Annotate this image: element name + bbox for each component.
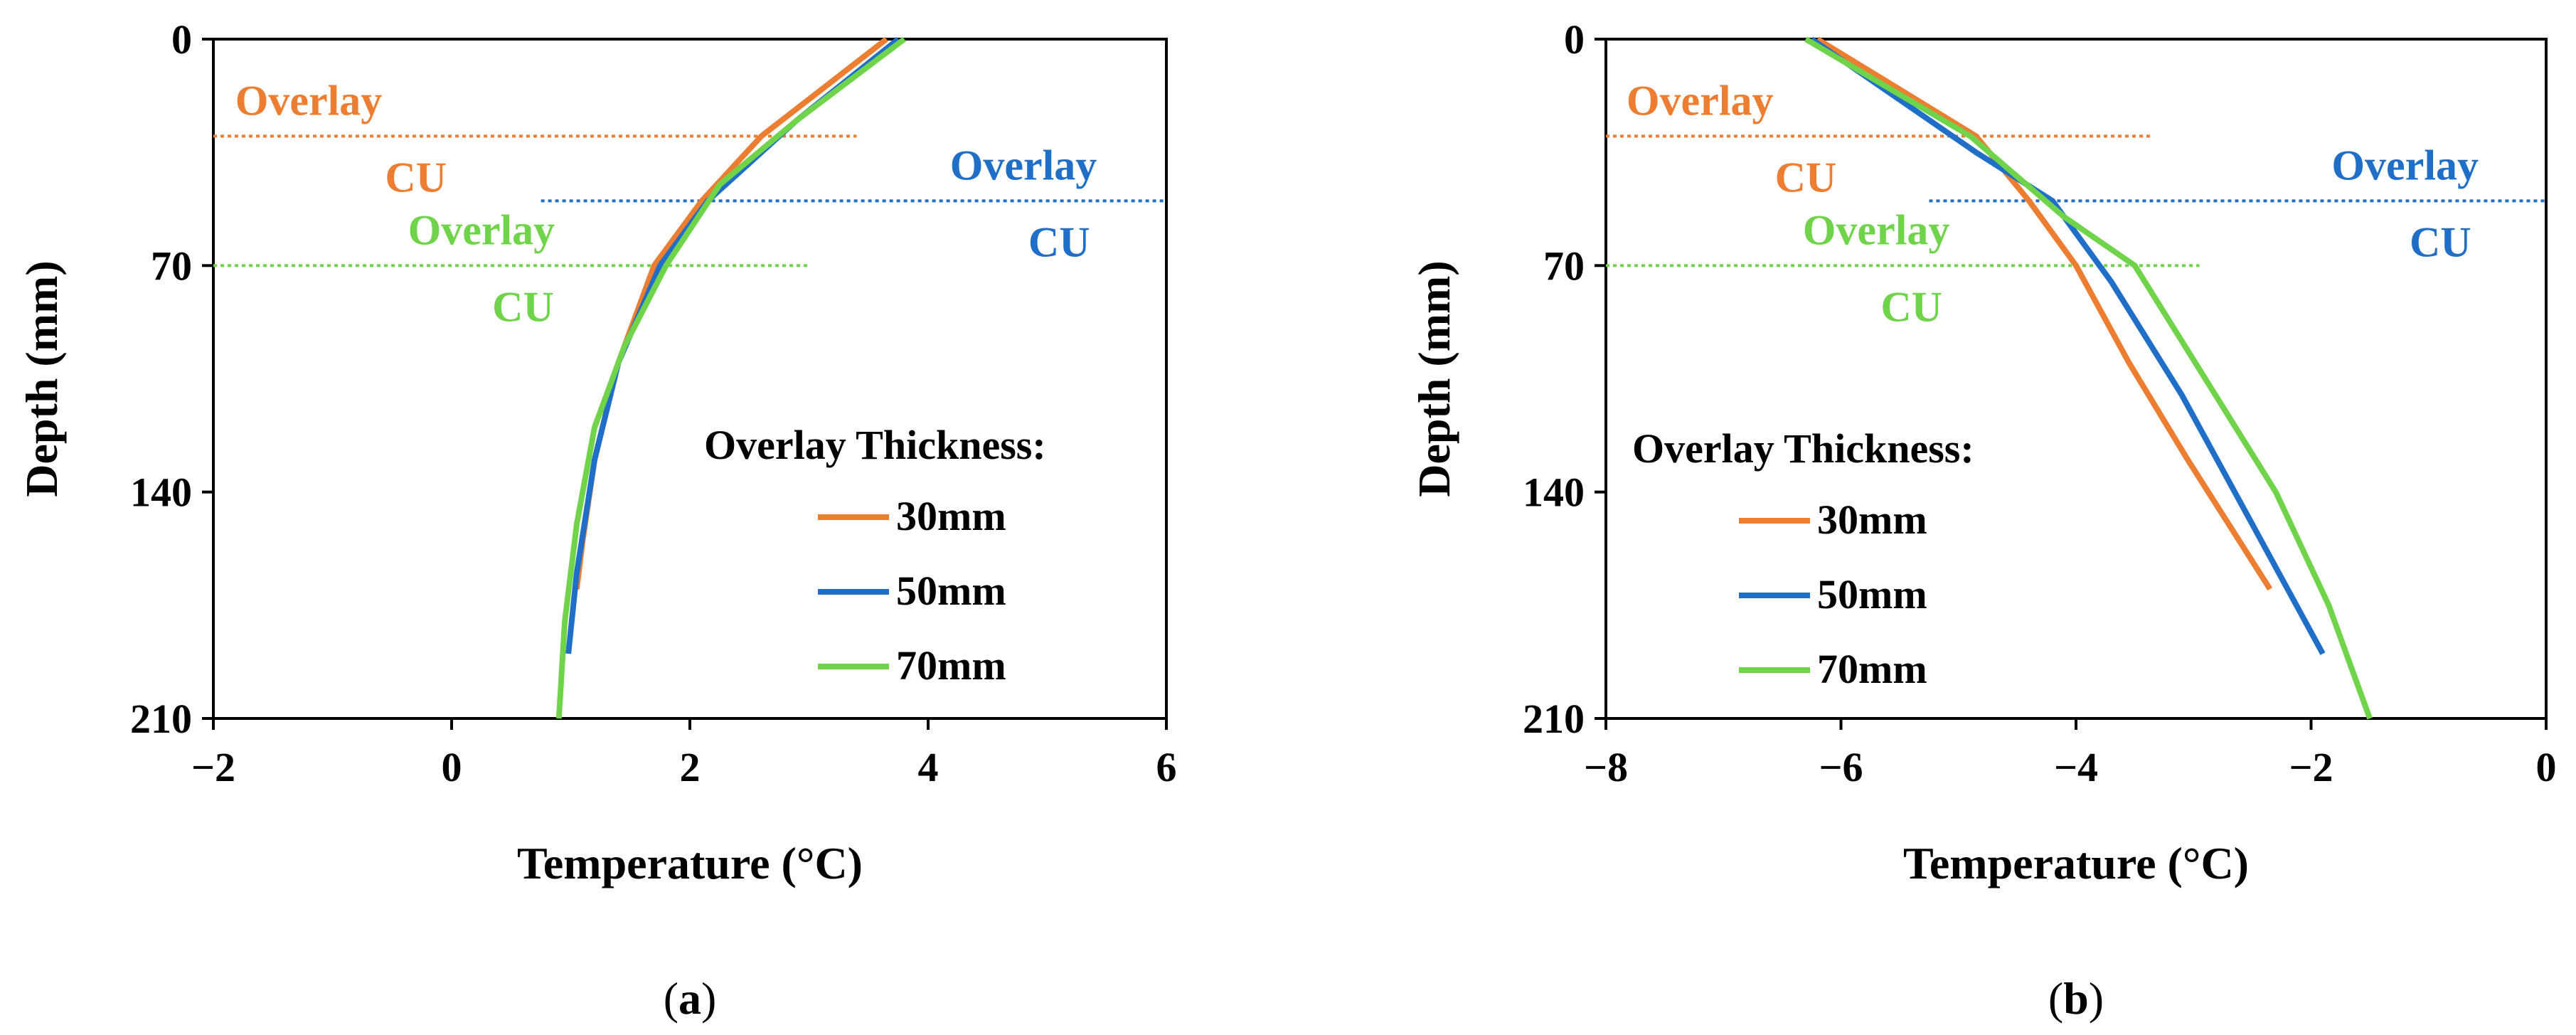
x-tick-label: 6 xyxy=(1156,744,1177,790)
layer-label-overlay: Overlay xyxy=(950,142,1097,189)
series-line-50mm xyxy=(1809,36,2326,655)
layer-label-cu: CU xyxy=(492,283,554,330)
panel-label: (b) xyxy=(2048,973,2104,1024)
y-tick-label: 70 xyxy=(151,243,192,289)
legend-title: Overlay Thickness: xyxy=(704,422,1046,468)
panel-label: (a) xyxy=(664,973,717,1024)
legend-label-30mm: 30mm xyxy=(1817,497,1927,543)
layer-label-overlay: Overlay xyxy=(1803,206,1950,253)
x-axis-title: Temperature (°C) xyxy=(1903,838,2249,888)
y-tick-label: 0 xyxy=(1564,16,1585,63)
x-tick-label: −8 xyxy=(1584,744,1628,790)
series-line-30mm xyxy=(573,36,888,590)
y-tick-label: 70 xyxy=(1543,243,1585,289)
x-tick-label: −2 xyxy=(191,744,235,790)
layer-label-overlay: Overlay xyxy=(235,77,383,124)
legend: Overlay Thickness: 30mm 50mm 70mm xyxy=(1632,425,1974,692)
x-tick-label: 2 xyxy=(680,744,701,790)
x-tick-label: 4 xyxy=(918,744,939,790)
y-tick-label: 210 xyxy=(1523,696,1585,742)
y-tick-label: 0 xyxy=(171,16,192,63)
y-tick-label: 140 xyxy=(1523,469,1585,516)
x-tick-label: −2 xyxy=(2289,744,2333,790)
layer-label-cu: CU xyxy=(1775,154,1837,201)
legend-label-70mm: 70mm xyxy=(896,642,1006,689)
plot-frame xyxy=(1604,38,2548,720)
x-tick-label: −4 xyxy=(2054,744,2098,790)
layer-label-cu: CU xyxy=(2410,218,2471,265)
chart-panel-b: −8 −6 −4 −2 0 0 70 140 210 Temperature (°C) Depth … xyxy=(1409,16,2557,1024)
legend: Overlay Thickness: 30mm 50mm 70mm xyxy=(704,422,1046,689)
legend-title: Overlay Thickness: xyxy=(1632,425,1974,472)
layer-label-overlay: Overlay xyxy=(1627,77,1774,124)
legend-label-50mm: 50mm xyxy=(1817,571,1927,617)
y-axis-title: Depth (mm) xyxy=(1409,260,1459,497)
x-tick-label: 0 xyxy=(2536,744,2557,790)
layer-label-overlay: Overlay xyxy=(2331,142,2479,189)
legend-label-70mm: 70mm xyxy=(1817,646,1927,692)
series-line-30mm xyxy=(1816,36,2273,591)
legend-label-30mm: 30mm xyxy=(896,493,1006,539)
x-axis-title: Temperature (°C) xyxy=(517,838,863,888)
series-line-50mm xyxy=(565,36,900,654)
series-line-70mm xyxy=(555,36,906,719)
plot-frame xyxy=(212,38,1168,720)
y-axis-title: Depth (mm) xyxy=(16,260,67,497)
x-tick-label: −6 xyxy=(1819,744,1863,790)
y-tick-label: 140 xyxy=(130,469,192,516)
layer-label-overlay: Overlay xyxy=(408,206,555,253)
series-line-70mm xyxy=(1804,36,2373,720)
x-tick-label: 0 xyxy=(442,744,462,790)
layer-label-cu: CU xyxy=(385,154,447,201)
y-tick-label: 210 xyxy=(130,696,192,742)
layer-label-cu: CU xyxy=(1880,283,1942,330)
layer-label-cu: CU xyxy=(1028,218,1090,265)
legend-label-50mm: 50mm xyxy=(896,568,1006,614)
chart-panel-a: −2 0 2 4 6 0 70 140 210 Temperature (°C) Depth (mm… xyxy=(16,16,1177,1024)
